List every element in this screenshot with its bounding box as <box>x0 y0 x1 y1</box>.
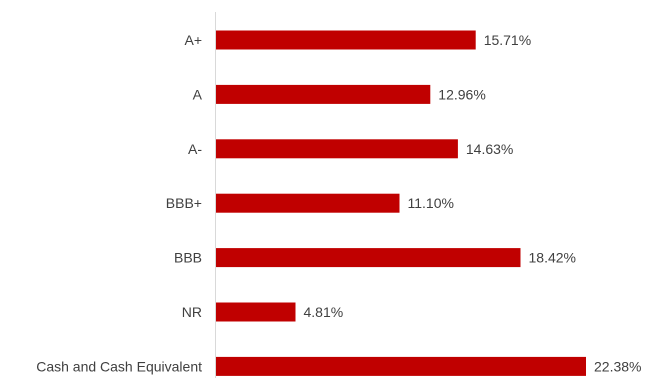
category-label: A+ <box>184 32 202 48</box>
bar <box>216 193 400 213</box>
category-label: A- <box>188 141 202 157</box>
value-label: 15.71% <box>484 32 531 48</box>
value-label: 18.42% <box>529 250 576 266</box>
category-labels: A+ A A- BBB+ BBB NR Cash and Cash Equivalent <box>36 32 202 374</box>
bar <box>216 84 431 104</box>
value-label: 14.63% <box>466 141 513 157</box>
value-labels: 15.71% 12.96% 14.63% 11.10% 18.42% 4.81% 22.38… <box>304 32 642 374</box>
category-label: A <box>193 86 203 102</box>
category-label: BBB <box>174 250 202 266</box>
value-label: 22.38% <box>594 358 641 374</box>
category-label: Cash and Cash Equivalent <box>36 358 202 374</box>
bar <box>216 248 521 268</box>
category-label: NR <box>182 304 202 320</box>
bar-series <box>216 30 586 376</box>
value-label: 11.10% <box>408 195 454 211</box>
value-label: 12.96% <box>438 86 485 102</box>
bar <box>216 356 586 376</box>
bar <box>216 302 296 322</box>
bar <box>216 30 476 50</box>
value-label: 4.81% <box>304 304 344 320</box>
bar <box>216 139 458 159</box>
category-label: BBB+ <box>166 195 202 211</box>
